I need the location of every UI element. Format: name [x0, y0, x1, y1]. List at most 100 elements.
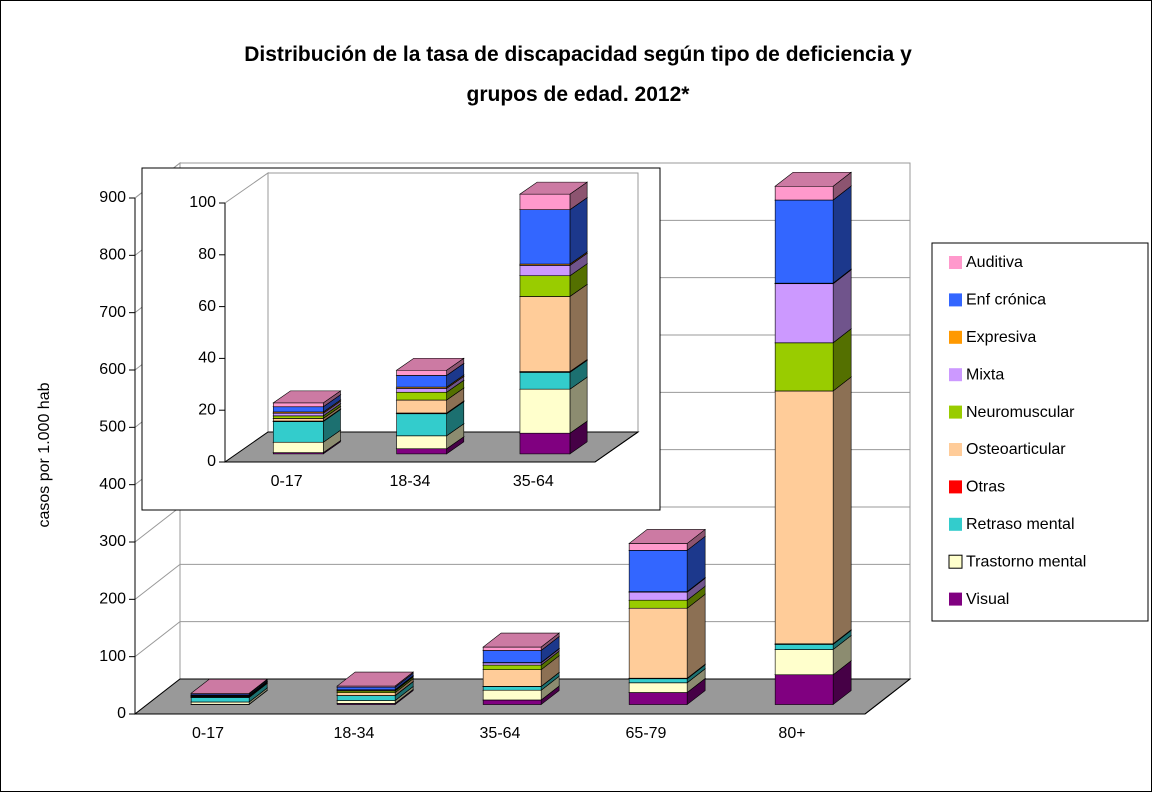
bar [519, 372, 571, 390]
bar [336, 695, 396, 701]
bar [190, 701, 250, 705]
bar [774, 390, 834, 645]
bar [519, 265, 571, 277]
bar [272, 441, 324, 453]
bar [396, 399, 447, 414]
bar-top [336, 671, 415, 687]
y-tick-label: 0 [207, 453, 216, 470]
bar [774, 644, 834, 650]
bar [519, 209, 571, 265]
x-tick-label: 18-34 [334, 725, 375, 742]
bar [774, 649, 834, 676]
bar [396, 375, 447, 388]
bar [482, 669, 542, 687]
bar [774, 342, 834, 392]
x-tick-label: 0-17 [192, 725, 224, 742]
bar [396, 388, 447, 393]
bar [336, 692, 396, 696]
bar [396, 369, 447, 376]
bar-side [832, 376, 852, 645]
bar [519, 275, 571, 297]
bar [272, 415, 324, 419]
bar [482, 699, 542, 705]
y-tick-label: 60 [198, 298, 216, 315]
legend-swatch [949, 517, 962, 531]
y-tick-label: 100 [99, 648, 126, 665]
y-tick-label: 0 [117, 705, 126, 722]
legend-swatch [949, 405, 962, 419]
y-tick-label: 900 [99, 189, 126, 206]
bar-top [482, 632, 561, 648]
side-wall [224, 172, 269, 463]
bar [628, 599, 688, 609]
bar [482, 646, 542, 651]
legend-label: Visual [966, 591, 1009, 608]
legend-swatch [949, 480, 962, 494]
y-tick-label: 400 [99, 476, 126, 493]
y-tick-label: 80 [198, 246, 216, 263]
bar [519, 193, 571, 210]
bar [272, 406, 324, 413]
bar [482, 664, 542, 670]
bar-side [832, 185, 852, 284]
bar-top [628, 529, 707, 544]
bar-top [190, 678, 269, 694]
bar-top [518, 181, 589, 195]
bar [396, 435, 447, 450]
y-tick-label: 800 [99, 247, 126, 264]
legend-swatch [949, 256, 962, 269]
y-axis-label: casos por 1.000 hab [36, 382, 53, 527]
bar [272, 418, 324, 422]
bar [628, 682, 688, 693]
legend-frame [931, 242, 1149, 622]
legend-swatch [948, 554, 963, 569]
y-tick-label: 40 [198, 350, 216, 367]
x-tick-label: 18-34 [390, 473, 431, 490]
y-tick-label: 500 [99, 419, 126, 436]
legend-label: Otras [966, 479, 1005, 496]
bar-side [569, 283, 588, 373]
y-tick-label: 20 [198, 401, 216, 418]
bar [190, 697, 250, 703]
bar [272, 421, 324, 443]
bar [628, 678, 688, 684]
legend-label: Expresiva [966, 329, 1036, 346]
bar [774, 199, 834, 284]
bar-top [272, 390, 342, 404]
legend-label: Auditiva [966, 254, 1023, 271]
legend-swatch [949, 330, 962, 344]
x-tick-label: 80+ [778, 725, 805, 742]
legend-label: Mixta [966, 366, 1004, 383]
y-tick-label: 600 [99, 361, 126, 378]
legend-label: Retraso mental [966, 516, 1075, 533]
bar [396, 413, 447, 437]
bar [628, 550, 688, 592]
bar [774, 674, 834, 705]
legend-label: Neuromuscular [966, 404, 1075, 421]
bar [396, 448, 447, 455]
bar [628, 591, 688, 601]
x-axis-side [594, 431, 639, 463]
bar [628, 692, 688, 705]
bar [628, 607, 688, 679]
bar-top [774, 171, 853, 187]
y-tick-label: 700 [99, 304, 126, 321]
bar [774, 283, 834, 344]
legend-label: Trastorno mental [966, 553, 1086, 570]
bar-side [686, 593, 706, 679]
x-tick-label: 0-17 [271, 473, 303, 490]
bar [396, 391, 447, 401]
bar [272, 412, 324, 417]
bar [482, 662, 542, 666]
bar [628, 543, 688, 551]
x-tick-label: 35-64 [480, 725, 521, 742]
bar [519, 296, 571, 372]
y-tick-label: 100 [189, 194, 216, 211]
legend-label: Osteoarticular [966, 441, 1066, 458]
bar [774, 185, 834, 201]
bar [519, 388, 571, 434]
bar [519, 432, 571, 455]
legend-swatch [949, 368, 962, 382]
y-tick-label: 200 [99, 591, 126, 608]
